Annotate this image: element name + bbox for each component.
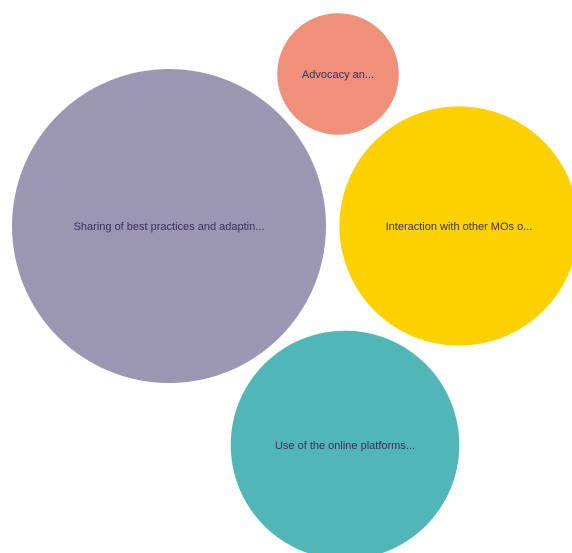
bubble-2[interactable]	[230, 330, 460, 553]
bubble-0[interactable]	[12, 69, 326, 383]
bubble-label-2: Use of the online platforms...	[275, 440, 415, 452]
bubble-group: Sharing of best practices and adaptin...…	[12, 13, 572, 553]
bubble-label-0: Sharing of best practices and adaptin...	[74, 221, 265, 233]
bubble-label-1: Interaction with other MOs o...	[386, 221, 533, 233]
bubble-3[interactable]	[277, 13, 399, 135]
bubble-label-3: Advocacy an...	[302, 69, 374, 81]
bubble-1[interactable]	[339, 106, 572, 346]
